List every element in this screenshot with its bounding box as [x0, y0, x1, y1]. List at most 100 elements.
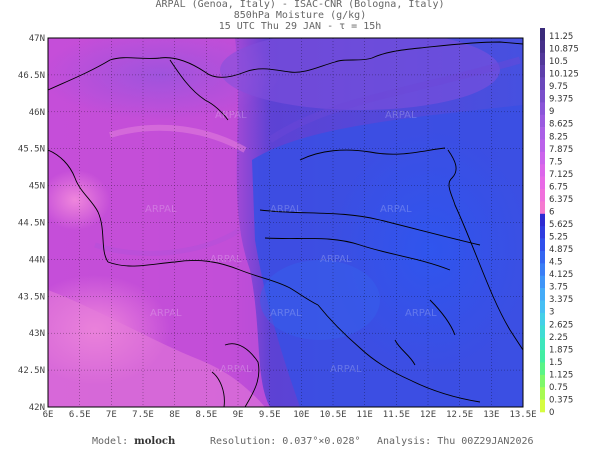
watermark: ARPAL	[270, 308, 302, 319]
colorbar-label: 1.125	[549, 370, 573, 380]
latitude-tick-label: 43N	[29, 329, 45, 339]
watermark: ARPAL	[330, 364, 362, 375]
longitude-axis: 6E 6.5E 7E 7.5E 8E 8.5E 9E 9.5E 10E 10.5E 11E 11.5E…	[43, 410, 537, 420]
colorbar-segment	[540, 300, 545, 314]
colorbar-segment	[540, 325, 545, 338]
colorbar-segment	[540, 275, 545, 289]
colorbar-segment	[540, 189, 545, 202]
latitude-tick-label: 47N	[29, 34, 45, 44]
colorbar-label: 1.875	[549, 345, 573, 355]
longitude-tick-label: 10.5E	[319, 410, 346, 420]
watermark: ARPAL	[385, 110, 417, 121]
longitude-tick-label: 7.5E	[132, 410, 154, 420]
colorbar-segment	[540, 399, 545, 413]
watermark: ARPAL	[405, 308, 437, 319]
colorbar-segment	[540, 201, 545, 215]
colorbar-segment	[540, 139, 545, 153]
colorbar-segment	[540, 213, 545, 227]
latitude-tick-label: 45N	[29, 182, 45, 192]
colorbar-segment	[540, 127, 545, 140]
colorbar-labels: 11.25 10.875 10.5 10.125 9.75 9.375 9 8.625 8.25…	[549, 32, 579, 418]
latitude-tick-label: 42.5N	[18, 366, 45, 376]
colorbar-segment	[540, 387, 545, 400]
colorbar-label: 3.75	[549, 283, 568, 293]
longitude-tick-label: 9.5E	[259, 410, 281, 420]
colorbar-segment	[540, 312, 545, 326]
watermark: ARPAL	[220, 364, 252, 375]
latitude-tick-label: 46N	[29, 108, 45, 118]
longitude-tick-label: 7E	[106, 410, 117, 420]
colorbar	[540, 28, 545, 413]
footer-analysis: Analysis: Thu 00Z29JAN2026	[377, 436, 534, 447]
watermark: ARPAL	[210, 254, 242, 265]
latitude-tick-label: 43.5N	[18, 292, 45, 302]
colorbar-label: 2.625	[549, 320, 573, 330]
watermark-group: ARPAL ARPAL ARPAL ARPAL ARPAL ARPAL ARPA…	[145, 110, 437, 375]
longitude-tick-label: 6.5E	[69, 410, 91, 420]
colorbar-label: 6.375	[549, 195, 573, 205]
colorbar-label: 7.125	[549, 170, 573, 180]
colorbar-label: 3.375	[549, 295, 573, 305]
colorbar-segment	[540, 226, 545, 239]
map-frame	[47, 37, 524, 408]
map-graticule	[48, 38, 523, 407]
title-line-3: 15 UTC Thu 29 JAN - τ = 15h	[218, 21, 382, 32]
footer-resolution: Resolution: 0.037°×0.028°	[210, 436, 361, 447]
colorbar-label: 4.125	[549, 270, 573, 280]
colorbar-label: 10.5	[549, 57, 568, 67]
title-line-2: 850hPa Moisture (g/kg)	[233, 10, 367, 21]
longitude-tick-label: 9E	[233, 410, 244, 420]
latitude-tick-label: 46.5N	[18, 71, 45, 81]
colorbar-label: 2.25	[549, 333, 568, 343]
watermark: ARPAL	[215, 110, 247, 121]
colorbar-label: 7.5	[549, 157, 563, 167]
latitude-tick-label: 42N	[29, 403, 45, 413]
colorbar-label: 6.75	[549, 182, 568, 192]
longitude-tick-label: 8E	[169, 410, 180, 420]
longitude-tick-label: 6E	[43, 410, 54, 420]
colorbar-label: 5.25	[549, 233, 568, 243]
colorbar-label: 5.625	[549, 220, 573, 230]
colorbar-label: 8.25	[549, 132, 568, 142]
colorbar-segment	[540, 77, 545, 91]
colorbar-label: 9.75	[549, 82, 568, 92]
colorbar-label: 9	[549, 107, 554, 117]
colorbar-segment	[540, 89, 545, 103]
colorbar-segment	[540, 288, 545, 301]
longitude-tick-label: 10E	[293, 410, 309, 420]
colorbar-segment	[540, 176, 545, 190]
map-borders	[48, 41, 523, 407]
watermark: ARPAL	[320, 254, 352, 265]
colorbar-segment	[540, 164, 545, 177]
colorbar-label: 9.375	[549, 95, 573, 105]
colorbar-segment	[540, 374, 545, 388]
colorbar-label: 11.25	[549, 32, 573, 42]
colorbar-segment	[540, 350, 545, 363]
watermark: ARPAL	[150, 308, 182, 319]
colorbar-segment	[540, 238, 545, 252]
colorbar-label: 1.5	[549, 358, 563, 368]
longitude-tick-label: 12E	[420, 410, 436, 420]
longitude-tick-label: 13E	[483, 410, 499, 420]
colorbar-label: 8.625	[549, 120, 573, 130]
model-name: moloch	[134, 436, 176, 447]
watermark: ARPAL	[145, 204, 177, 215]
colorbar-segment	[540, 337, 545, 351]
longitude-tick-label: 11.5E	[383, 410, 410, 420]
latitude-tick-label: 44N	[29, 255, 45, 265]
colorbar-segment	[540, 102, 545, 116]
colorbar-label: 3	[549, 308, 554, 318]
colorbar-label: 6	[549, 207, 554, 217]
colorbar-label: 7.875	[549, 145, 573, 155]
watermark: ARPAL	[270, 204, 302, 215]
colorbar-label: 4.5	[549, 258, 563, 268]
colorbar-segment	[540, 40, 545, 54]
colorbar-label: 0.75	[549, 383, 568, 393]
latitude-axis: 47N 46.5N 46N 45.5N 45N 44.5N 44N 43.5N 43N 42.5N…	[18, 34, 45, 413]
colorbar-label: 0.375	[549, 395, 573, 405]
colorbar-label: 10.125	[549, 70, 579, 80]
colorbar-label: 0	[549, 408, 554, 418]
longitude-tick-label: 12.5E	[446, 410, 473, 420]
longitude-tick-label: 11E	[357, 410, 373, 420]
